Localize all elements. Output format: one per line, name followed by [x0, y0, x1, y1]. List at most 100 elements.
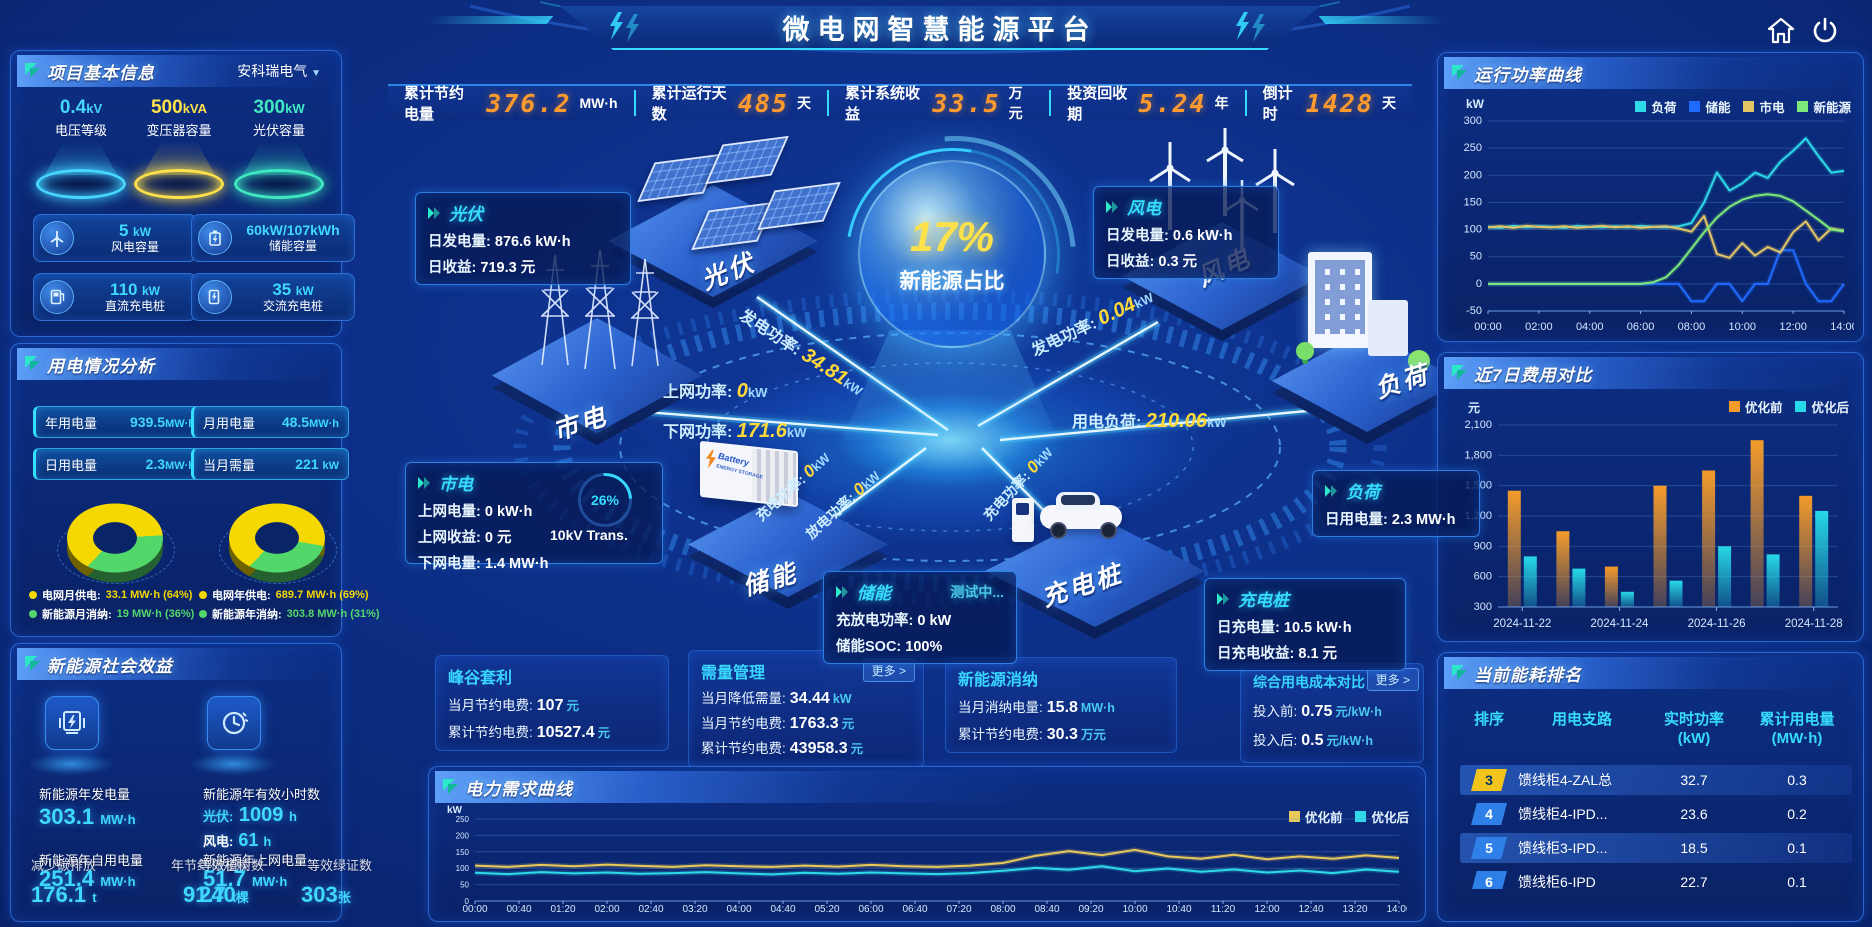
charger-screen: [1016, 503, 1029, 515]
metric-label: 等效植树数: [199, 858, 265, 873]
svg-text:00:40: 00:40: [506, 904, 531, 915]
legend-item[interactable]: 储能: [1689, 97, 1730, 116]
pedestal-voltage-level: 0.4kV 电压等级: [33, 97, 129, 199]
legend-item[interactable]: 优化后: [1355, 807, 1409, 826]
flow-from-grid-power: 下网功率: 171.6kW: [663, 420, 807, 442]
col-header-branch: 用电支路: [1551, 711, 1612, 728]
light-cone: [45, 141, 117, 175]
svg-text:600: 600: [1474, 571, 1492, 583]
table-row[interactable]: 5 馈线柜3-IPD... 18.5 0.1: [1460, 833, 1852, 863]
svg-text:100: 100: [1464, 224, 1482, 236]
summary-stats-bar: 累计节约电量 376.2 MW·h 累计运行天数 485 天 累计系统收益 33…: [388, 84, 1412, 123]
col-header-energy: 累计用电量 (MW·h): [1759, 711, 1835, 747]
legend-item[interactable]: 优化前: [1288, 807, 1342, 826]
pv-panel-lightning-icon: [59, 711, 85, 734]
power-chart-legend[interactable]: 负荷 储能 市电 新能源: [1622, 97, 1851, 117]
generation-pedestal-icon: [45, 696, 99, 750]
stat-total-saved-energy: 累计节约电量 376.2 MW·h: [404, 85, 618, 123]
home-icon[interactable]: [1766, 16, 1796, 46]
metric-value: 176.1 t: [31, 882, 97, 907]
svg-text:06:00: 06:00: [858, 904, 883, 915]
panel-corner-icon: [443, 779, 458, 794]
svg-text:0: 0: [465, 897, 470, 906]
legend-item[interactable]: 市电: [1743, 97, 1784, 116]
panel-corner-icon: [1452, 365, 1467, 380]
svg-text:150: 150: [456, 848, 470, 857]
panel-header: 当前能耗排名: [1444, 657, 1857, 689]
demand-chart-legend[interactable]: 优化前 优化后: [1276, 807, 1409, 827]
svg-text:04:00: 04:00: [726, 904, 751, 915]
pedestal-pv-capacity: 300kW 光伏容量: [231, 97, 327, 199]
chevron-icon: [1217, 592, 1229, 605]
donut-year-mix: [219, 490, 337, 586]
svg-text:01:20: 01:20: [550, 904, 575, 915]
kpi-cost-comparison: 综合用电成本对比 更多 > 投入前: 0.75 元/kW·h 投入后: 0.5 元/kW…: [1240, 663, 1424, 763]
new-energy-share-value: 17%: [909, 213, 995, 260]
kpi-new-energy-consumption: 新能源消纳 当月消纳电量: 15.8 MW·h 累计节约电费: 30.3 万元: [945, 657, 1177, 753]
battery-bolt-icon: [706, 450, 716, 469]
panel-title: 新能源社会效益: [47, 656, 173, 676]
metric-label: 新能源年上网电量: [203, 853, 308, 868]
svg-text:2024-11-22: 2024-11-22: [1493, 618, 1551, 630]
car-window: [1061, 495, 1095, 505]
panel-corner-icon: [25, 63, 40, 78]
svg-text:12:00: 12:00: [1254, 904, 1279, 915]
metric-label: 减少碳排放: [31, 858, 97, 873]
panel-corner-icon: [1452, 665, 1467, 680]
chip-month-usage: 月用电量 48.5MW·h: [191, 406, 349, 438]
legend-item[interactable]: 优化前: [1728, 397, 1782, 416]
stat-system-revenue: 累计系统收益 33.5 万元: [826, 85, 1049, 123]
power-icon[interactable]: [1810, 16, 1840, 46]
card-ac-charger: 35 kW 交流充电桩: [191, 273, 355, 321]
panel-usage-analysis: 用电情况分析 年用电量 939.5MW·h 月用电量 48.5MW·h 日用电量…: [10, 343, 380, 637]
svg-text:300: 300: [1464, 115, 1482, 127]
stat-payback-period: 投资回收期 5.24 年: [1049, 85, 1244, 123]
svg-text:100: 100: [456, 864, 470, 873]
glow-ring: [234, 169, 324, 199]
flow-load-power: 用电负荷: 210.06kW: [1072, 410, 1227, 432]
chip-month-demand: 当月需量 221 kW: [191, 448, 349, 480]
cost-chart-legend[interactable]: 优化前 优化后: [1716, 397, 1849, 417]
card-storage-capacity: 60kW/107kWh 储能容量: [191, 214, 355, 262]
table-row[interactable]: 4 馈线柜4-IPD... 23.6 0.2: [1460, 799, 1852, 829]
svg-text:03:20: 03:20: [682, 904, 707, 915]
lightning-icon: [1236, 12, 1265, 42]
chip-year-usage: 年用电量 939.5MW·h: [33, 406, 205, 438]
glow-ring: [36, 169, 126, 199]
donut-chart: [67, 503, 163, 573]
svg-text:10:00: 10:00: [1729, 321, 1757, 333]
transformer-label: 10kV Trans.: [550, 527, 628, 543]
kpi-demand-management: 需量管理 更多 > 当月降低需量: 34.44 kW 当月节约电费: 1763.3 元 …: [688, 650, 924, 768]
table-row[interactable]: 6 馈线柜6-IPD 22.7 0.1: [1460, 867, 1852, 889]
dc-charger-icon: [40, 280, 74, 314]
svg-text:50: 50: [1470, 251, 1482, 263]
chevron-icon: [1325, 484, 1337, 497]
car-wheel: [1050, 522, 1067, 539]
lightning-icon: [610, 12, 639, 42]
panel-header: 用电情况分析: [17, 348, 335, 380]
more-button[interactable]: 更多 >: [1366, 668, 1419, 691]
company-dropdown[interactable]: 安科瑞电气 ▼: [237, 63, 321, 79]
panel-demand-curve: 电力需求曲线 优化前 优化后 kW 250 200 150 100 50 0 00:00 00:…: [428, 766, 1426, 922]
svg-text:08:00: 08:00: [990, 904, 1015, 915]
building-annex: [1368, 300, 1408, 356]
table-row[interactable]: 3 馈线柜4-ZAL总 32.7 0.3: [1460, 765, 1852, 795]
legend-item[interactable]: 负荷: [1635, 97, 1676, 116]
svg-text:08:00: 08:00: [1678, 321, 1706, 333]
title-banner: 微电网智慧能源平台: [560, 6, 1320, 50]
more-button[interactable]: 更多 >: [862, 659, 915, 682]
svg-text:06:40: 06:40: [902, 904, 927, 915]
legend-item[interactable]: 新能源: [1797, 97, 1851, 116]
info-box-load: 负荷 日用电量: 2.3 MW·h: [1312, 470, 1480, 537]
svg-text:2024-11-26: 2024-11-26: [1688, 618, 1746, 630]
panel-title: 电力需求曲线: [465, 779, 573, 799]
kpi-peak-valley-arbitrage: 峰谷套利 当月节约电费: 107 元 累计节约电费: 10527.4 元: [435, 655, 669, 751]
col-header-rank: 排序: [1473, 711, 1504, 728]
chevron-down-icon: ▼: [311, 68, 321, 79]
donut-chart: [229, 503, 325, 573]
svg-text:11:20: 11:20: [1211, 904, 1236, 915]
rank-badge: 3: [1471, 769, 1507, 791]
svg-text:08:40: 08:40: [1034, 904, 1059, 915]
legend-item[interactable]: 优化后: [1795, 397, 1849, 416]
svg-text:2,100: 2,100: [1464, 419, 1492, 431]
